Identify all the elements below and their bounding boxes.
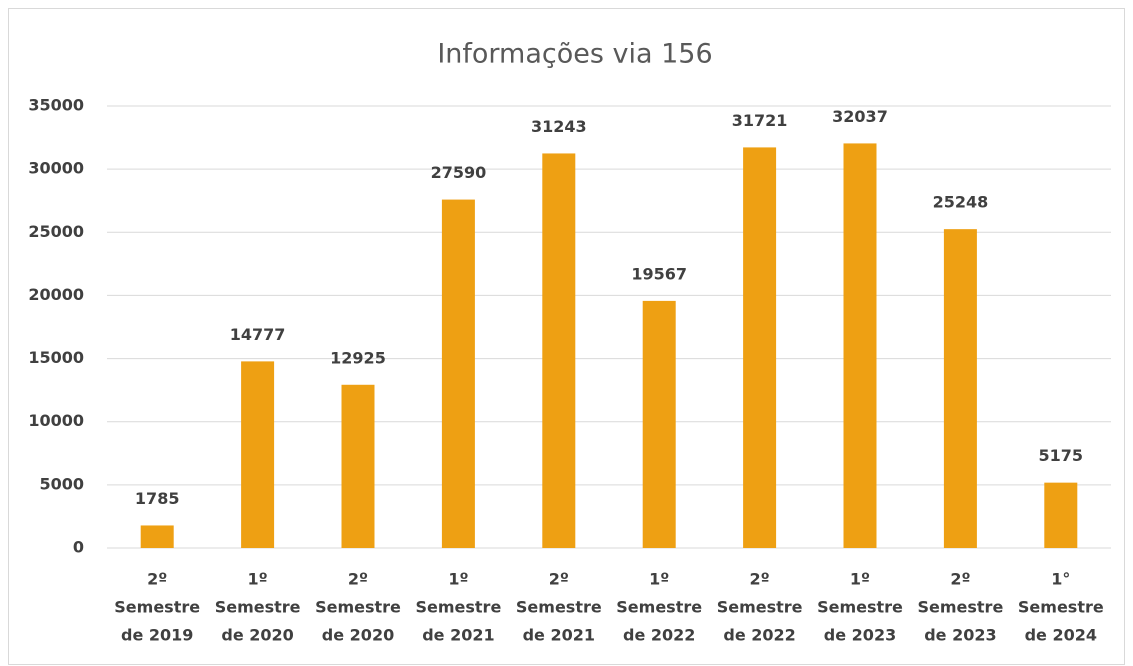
x-tick-label: 2º xyxy=(950,570,970,589)
x-tick-label: de 2019 xyxy=(121,626,193,645)
bar xyxy=(140,525,174,548)
chart-title: Informações via 156 xyxy=(437,39,712,70)
data-label: 31721 xyxy=(732,111,788,130)
x-tick-label: de 2024 xyxy=(1025,626,1097,645)
x-tick-label: Semestre xyxy=(917,598,1003,617)
bar xyxy=(943,229,977,549)
x-tick-label: de 2022 xyxy=(723,626,795,645)
x-tick-label: 2º xyxy=(549,570,569,589)
x-tick-label: de 2023 xyxy=(824,626,896,645)
x-tick-label: Semestre xyxy=(616,598,702,617)
x-tick-label: Semestre xyxy=(817,598,903,617)
data-label: 19567 xyxy=(631,264,687,283)
data-label: 1785 xyxy=(135,489,180,508)
y-tick-label: 20000 xyxy=(28,285,84,304)
bar xyxy=(843,143,877,548)
bar xyxy=(542,153,576,548)
y-tick-label: 35000 xyxy=(28,96,84,115)
y-tick-label: 5000 xyxy=(39,474,84,493)
y-tick-label: 0 xyxy=(73,538,84,557)
data-label: 27590 xyxy=(431,163,487,182)
y-tick-label: 10000 xyxy=(28,411,84,430)
data-label: 12925 xyxy=(330,348,386,367)
x-tick-label: de 2020 xyxy=(221,626,293,645)
x-tick-label: Semestre xyxy=(315,598,401,617)
bar xyxy=(743,147,777,548)
x-tick-label: Semestre xyxy=(415,598,501,617)
x-tick-label: Semestre xyxy=(114,598,200,617)
bar xyxy=(441,199,475,549)
bar xyxy=(241,361,275,548)
x-tick-label: Semestre xyxy=(516,598,602,617)
x-tick-label: 1º xyxy=(649,570,669,589)
x-tick-label: de 2023 xyxy=(924,626,996,645)
x-tick-label: 2º xyxy=(750,570,770,589)
bar xyxy=(341,384,375,548)
y-tick-label: 25000 xyxy=(28,222,84,241)
data-label: 14777 xyxy=(230,325,286,344)
y-tick-label: 15000 xyxy=(28,348,84,367)
x-tick-label: 1º xyxy=(850,570,870,589)
bar xyxy=(642,300,676,548)
x-tick-label: de 2022 xyxy=(623,626,695,645)
x-tick-label: 1º xyxy=(448,570,468,589)
data-label: 31243 xyxy=(531,117,587,136)
x-tick-label: 1° xyxy=(1051,570,1070,589)
x-tick-label: 1º xyxy=(248,570,268,589)
x-tick-label: Semestre xyxy=(1018,598,1104,617)
y-tick-label: 30000 xyxy=(28,159,84,178)
x-tick-label: de 2021 xyxy=(523,626,595,645)
x-tick-label: Semestre xyxy=(717,598,803,617)
data-label: 5175 xyxy=(1039,446,1084,465)
bar xyxy=(1044,482,1078,548)
data-label: 32037 xyxy=(832,107,888,126)
x-tick-label: Semestre xyxy=(215,598,301,617)
x-tick-label: de 2021 xyxy=(422,626,494,645)
data-label: 25248 xyxy=(933,193,989,212)
x-tick-label: 2º xyxy=(348,570,368,589)
x-tick-label: 2º xyxy=(147,570,167,589)
x-tick-label: de 2020 xyxy=(322,626,394,645)
